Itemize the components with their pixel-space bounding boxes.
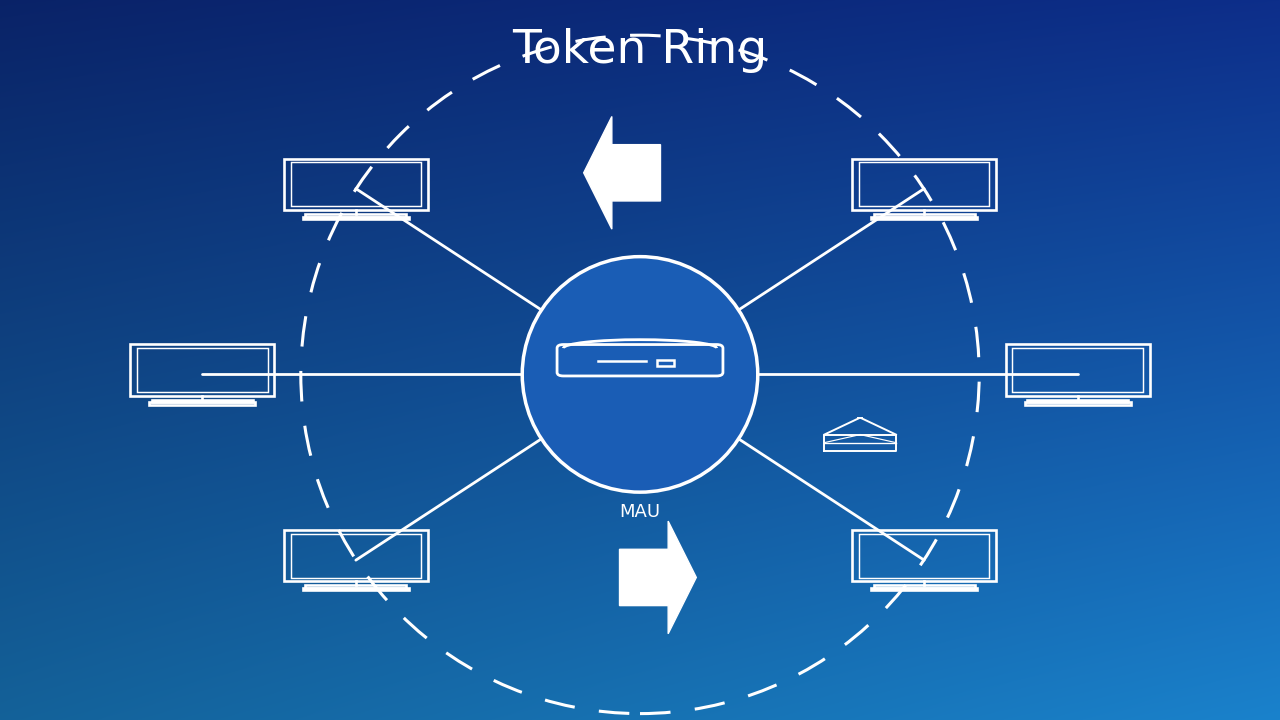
Polygon shape (620, 521, 696, 634)
Text: MAU: MAU (620, 503, 660, 521)
Text: Token Ring: Token Ring (512, 28, 768, 73)
Ellipse shape (522, 256, 758, 492)
Polygon shape (584, 117, 660, 229)
